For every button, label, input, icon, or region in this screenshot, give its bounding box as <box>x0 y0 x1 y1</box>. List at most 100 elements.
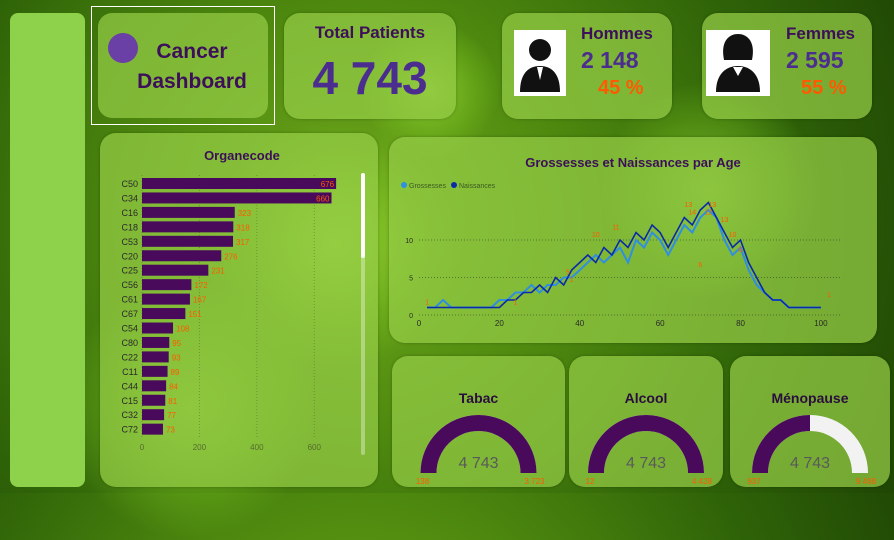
line-y-tick-label: 0 <box>409 313 413 320</box>
bar-value-label: 317 <box>236 238 250 247</box>
gauge-title: Ménopause <box>771 390 848 406</box>
line-data-label: 8 <box>739 247 743 254</box>
bar-category-label: C50 <box>121 179 138 189</box>
gauge-min-label: 138 <box>416 477 430 486</box>
gauge-fill <box>420 414 537 473</box>
line-data-label: 13 <box>721 217 729 224</box>
bar-value-label: 318 <box>236 223 250 232</box>
line-x-tick-label: 60 <box>656 319 665 328</box>
legend-label: Grossesses <box>409 183 446 190</box>
gauge-value-label: 4 743 <box>626 455 666 472</box>
avatar-female <box>706 30 770 96</box>
femmes-label: Femmes <box>786 24 855 43</box>
tabac-gauge: Tabac 4 743 138 3 723 <box>416 390 545 486</box>
bar-x-tick-label: 200 <box>193 443 207 452</box>
gauge-max-label: 3 723 <box>524 477 545 486</box>
bar <box>142 365 168 377</box>
bar-value-label: 84 <box>169 382 178 391</box>
total-patients-card: Total Patients 4 743 <box>284 13 456 119</box>
avatar-male <box>514 30 566 96</box>
hommes-label: Hommes <box>581 24 653 43</box>
bar-category-label: C22 <box>121 352 138 362</box>
bar-x-tick-label: 400 <box>250 443 264 452</box>
bar-value-label: 276 <box>224 252 238 261</box>
organecode-scroll-thumb[interactable] <box>361 173 365 258</box>
hommes-percent: 45 % <box>598 77 644 99</box>
title-card-inner: Cancer Dashboard <box>98 13 268 118</box>
line-data-label: 12 <box>704 210 712 217</box>
gauge-fill <box>752 415 810 473</box>
bar <box>142 250 222 262</box>
bar <box>142 322 174 334</box>
tabac-card: Tabac 4 743 138 3 723 <box>392 356 565 487</box>
gauge-fill <box>588 414 704 473</box>
legend-marker <box>451 182 457 188</box>
alcool-gauge: Alcool 4 743 12 4 428 <box>586 390 713 486</box>
organecode-card: Organecode 0 200 400 600 C50 676 C34 660 C16 323 C1… <box>100 133 378 487</box>
gauge-value-label: 4 743 <box>790 455 830 472</box>
bar-category-label: C16 <box>121 208 138 218</box>
bar <box>142 235 234 247</box>
total-patients-value: 4 743 <box>312 52 428 104</box>
gauge-min-label: 12 <box>586 477 595 486</box>
bar-x-tick-label: 600 <box>308 443 322 452</box>
bar <box>142 279 192 291</box>
bar-value-label: 95 <box>172 339 181 348</box>
hommes-card: Hommes 2 148 45 % <box>502 13 672 119</box>
bar <box>142 336 170 348</box>
bar <box>142 206 235 218</box>
line-data-label: 14 <box>688 210 696 217</box>
bar-category-label: C53 <box>121 237 138 247</box>
bar <box>142 394 166 406</box>
bar-value-label: 167 <box>193 296 207 305</box>
gauge-max-label: 9 488 <box>856 477 877 486</box>
line-data-label: 10 <box>592 232 600 239</box>
bar-value-label: 73 <box>166 426 175 435</box>
bar <box>142 351 169 363</box>
series-line-naissances <box>427 201 821 309</box>
bar-category-label: C34 <box>121 193 138 203</box>
organecode-scrollbar[interactable] <box>361 173 365 455</box>
menopause-gauge: Ménopause 4 743 937 9 488 <box>747 390 877 486</box>
line-chart-title: Grossesses et Naissances par Age <box>525 155 741 170</box>
bar-value-label: 676 <box>321 180 335 189</box>
line-data-label: 1 <box>425 300 429 307</box>
femmes-value: 2 595 <box>786 47 844 73</box>
line-data-label: 13 <box>708 202 716 209</box>
grossesses-line-chart: Grossesses et Naissances par Age Grossess… <box>401 155 841 328</box>
sidebar <box>10 13 85 487</box>
bar-category-label: C67 <box>121 309 138 319</box>
dashboard-title: Cancer Dashboard <box>122 37 262 97</box>
line-x-tick-label: 80 <box>736 319 745 328</box>
alcool-card: Alcool 4 743 12 4 428 <box>569 356 723 487</box>
bar-value-label: 660 <box>316 194 330 203</box>
bar-value-label: 323 <box>238 209 252 218</box>
line-data-label: 5 <box>566 270 570 277</box>
bar-category-label: C18 <box>121 222 138 232</box>
line-data-label: 6 <box>698 262 702 269</box>
bar-value-label: 81 <box>168 397 177 406</box>
bar-value-label: 172 <box>194 281 208 290</box>
bar-category-label: C20 <box>121 251 138 261</box>
bar <box>142 264 209 276</box>
bar <box>142 178 337 189</box>
line-x-tick-label: 100 <box>814 319 828 328</box>
dashboard-title-line1: Cancer <box>156 40 228 63</box>
female-user-icon <box>716 34 760 92</box>
bar-value-label: 77 <box>167 411 176 420</box>
bar <box>142 221 234 233</box>
line-data-label: 11 <box>612 225 619 232</box>
line-x-tick-label: 40 <box>575 319 584 328</box>
bar <box>142 293 190 305</box>
femmes-card: Femmes 2 595 55 % <box>702 13 872 119</box>
gauge-title: Alcool <box>625 390 668 406</box>
menopause-card: Ménopause 4 743 937 9 488 <box>730 356 890 487</box>
bar-category-label: C15 <box>121 396 138 406</box>
bar-value-label: 108 <box>176 325 190 334</box>
bar-value-label: 151 <box>188 310 202 319</box>
bar-value-label: 231 <box>211 267 225 276</box>
logo-icon <box>108 33 138 63</box>
bar-category-label: C32 <box>121 410 138 420</box>
bar <box>142 423 163 435</box>
gauge-max-label: 4 428 <box>692 477 713 486</box>
